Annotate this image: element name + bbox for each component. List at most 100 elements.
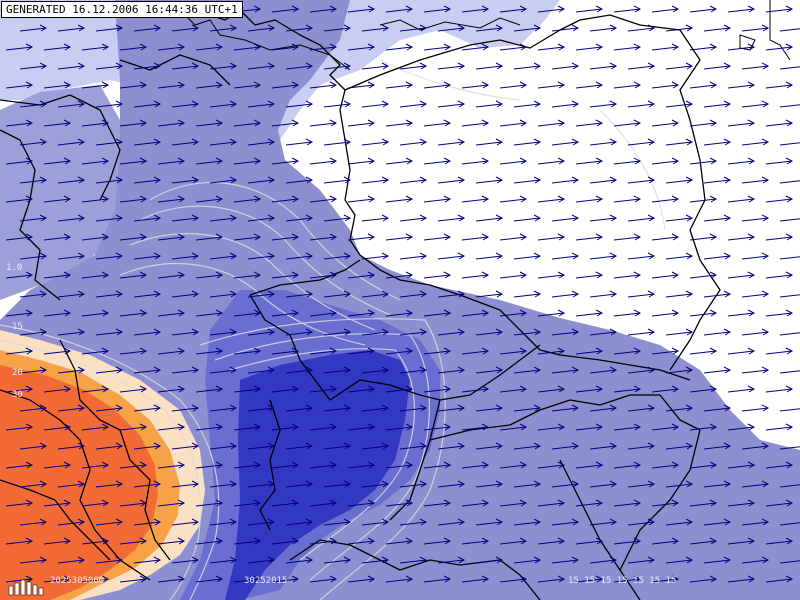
wind-arrow: [537, 233, 566, 241]
wind-arrow: [423, 271, 452, 279]
wind-arrow: [133, 252, 162, 260]
wind-arrow: [209, 556, 238, 564]
wind-arrow: [727, 5, 756, 13]
wind-arrow: [437, 328, 466, 336]
wind-arrow: [95, 138, 124, 146]
wind-arrow: [437, 252, 466, 260]
wind-arrow: [575, 347, 604, 355]
wind-arrow: [651, 43, 680, 51]
wind-arrow: [385, 423, 414, 431]
wind-arrow: [423, 309, 452, 317]
wind-arrow: [399, 290, 428, 298]
wind-arrow: [399, 176, 428, 184]
wind-arrow: [157, 157, 186, 165]
wind-arrow: [385, 157, 414, 165]
wind-arrow: [689, 5, 718, 13]
wind-arrow: [119, 537, 148, 545]
wind-arrow: [233, 119, 262, 127]
wind-arrow: [551, 290, 580, 298]
wind-arrow: [271, 81, 300, 89]
wind-arrow: [665, 252, 694, 260]
wind-arrow: [551, 480, 580, 488]
wind-arrow: [133, 290, 162, 298]
wind-arrow: [209, 24, 238, 32]
wind-arrow: [779, 405, 800, 412]
wind-arrow: [285, 442, 314, 450]
wind-arrow: [513, 518, 542, 526]
wind-arrow: [499, 309, 528, 317]
wind-arrow: [665, 366, 694, 374]
wind-arrow: [43, 157, 72, 165]
wind-arrow: [665, 442, 694, 450]
wind-arrow: [133, 556, 162, 564]
wind-arrow: [703, 176, 732, 184]
wind-arrow: [575, 385, 604, 393]
wind-arrow: [247, 518, 276, 526]
wind-arrow: [5, 309, 34, 317]
wind-arrow: [233, 157, 262, 165]
wind-arrow: [43, 347, 72, 355]
wind-arrow: [537, 119, 566, 127]
wind-arrow: [323, 290, 352, 298]
wind-arrow: [665, 214, 694, 222]
wind-arrow: [133, 480, 162, 488]
wind-arrow: [461, 233, 490, 241]
wind-arrow: [323, 138, 352, 146]
wind-arrow: [575, 119, 604, 127]
wind-arrow: [423, 5, 452, 13]
wind-arrow: [81, 81, 110, 89]
wind-arrow: [81, 385, 110, 393]
wind-arrow: [285, 252, 314, 260]
wind-arrow: [765, 195, 794, 203]
wind-arrow: [461, 423, 490, 431]
wind-arrow: [475, 480, 504, 488]
wind-arrow: [157, 309, 186, 317]
wind-arrow: [537, 499, 566, 507]
wind-arrow: [475, 290, 504, 298]
wind-arrow: [43, 233, 72, 241]
wind-arrow: [513, 366, 542, 374]
wind-arrow: [95, 214, 124, 222]
wind-arrow: [551, 24, 580, 32]
wind-arrow: [423, 233, 452, 241]
wind-arrow: [5, 423, 34, 431]
wind-arrow: [95, 252, 124, 260]
wind-arrow: [475, 176, 504, 184]
wind-arrow: [651, 575, 680, 583]
wind-arrow: [209, 138, 238, 146]
legend-bars-icon: [8, 579, 44, 596]
wind-arrow: [323, 24, 352, 32]
bottom-legend-left: 2025305060: [50, 576, 105, 586]
wind-arrow: [323, 366, 352, 374]
wind-arrow: [399, 62, 428, 70]
wind-arrow: [537, 575, 566, 583]
wind-arrow: [627, 24, 656, 32]
wind-arrow: [233, 81, 262, 89]
wind-arrow: [703, 24, 732, 32]
wind-arrow: [513, 214, 542, 222]
wind-arrow: [133, 62, 162, 70]
wind-arrow: [157, 233, 186, 241]
wind-arrow: [385, 575, 414, 583]
wind-arrow: [347, 119, 376, 127]
wind-arrow: [461, 309, 490, 317]
wind-arrow: [727, 271, 756, 279]
wind-arrow: [57, 176, 86, 184]
wind-arrow: [703, 62, 732, 70]
wind-arrow: [247, 556, 276, 564]
bottom-legend-center: 30252015: [244, 576, 288, 586]
wind-arrow: [741, 100, 770, 108]
wind-arrow: [589, 366, 618, 374]
wind-arrow: [95, 480, 124, 488]
wind-arrow: [157, 575, 186, 583]
wind-arrow: [613, 43, 642, 51]
wind-arrow: [589, 100, 618, 108]
wind-arrow: [461, 271, 490, 279]
wind-arrow: [285, 24, 314, 32]
wind-arrow: [741, 556, 770, 564]
wind-arrow: [95, 328, 124, 336]
wind-arrow: [157, 385, 186, 393]
wind-arrow: [43, 309, 72, 317]
wind-arrow: [727, 537, 756, 545]
wind-arrow: [195, 157, 224, 165]
